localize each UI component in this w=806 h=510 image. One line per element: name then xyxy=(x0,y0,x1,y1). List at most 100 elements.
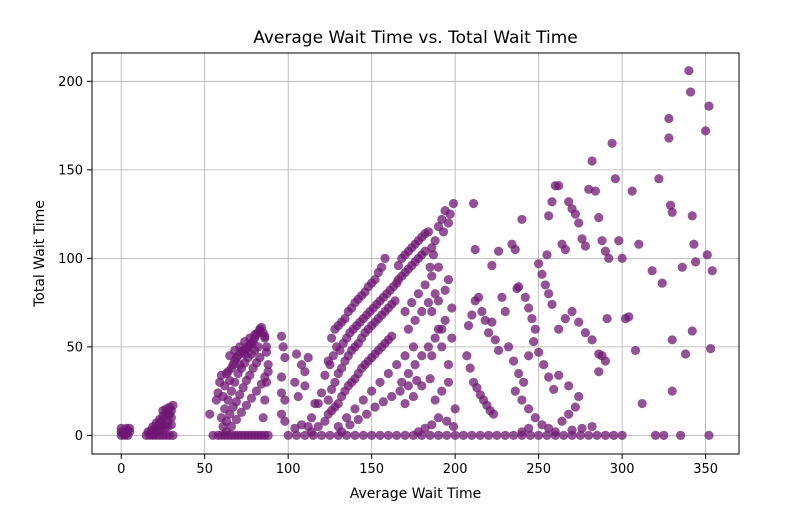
data-point xyxy=(447,303,457,313)
x-tick-label: 150 xyxy=(359,462,384,477)
data-point xyxy=(375,377,385,387)
data-point xyxy=(503,342,514,352)
data-point xyxy=(560,313,570,324)
data-point xyxy=(539,359,549,370)
data-point xyxy=(400,398,410,409)
data-point xyxy=(524,423,534,433)
data-point xyxy=(534,347,544,357)
data-point xyxy=(300,367,310,377)
data-point xyxy=(544,372,554,382)
x-tick-label: 300 xyxy=(610,462,635,477)
data-point xyxy=(610,174,621,184)
data-point xyxy=(701,126,711,136)
data-point xyxy=(438,227,449,237)
data-point xyxy=(549,384,559,394)
data-point xyxy=(423,298,434,308)
data-point xyxy=(400,430,410,441)
data-point xyxy=(554,324,564,334)
data-point xyxy=(283,430,293,441)
data-point xyxy=(313,421,323,432)
y-axis-label: Total Wait Time xyxy=(32,200,48,308)
data-point xyxy=(408,391,419,402)
data-point xyxy=(577,423,587,433)
data-point xyxy=(425,374,435,384)
data-point xyxy=(468,198,479,209)
data-point xyxy=(263,367,273,377)
data-point xyxy=(462,351,472,361)
data-point xyxy=(323,395,333,405)
data-point xyxy=(627,186,637,196)
data-point xyxy=(296,420,307,430)
data-point xyxy=(428,250,439,260)
x-axis-label: Average Wait Time xyxy=(350,486,482,502)
data-point xyxy=(333,398,343,409)
data-point xyxy=(600,246,611,256)
data-point xyxy=(342,430,352,441)
data-point xyxy=(255,352,265,363)
data-point xyxy=(280,416,290,426)
data-point xyxy=(342,413,352,423)
data-point xyxy=(433,430,444,441)
x-tick-label: 0 xyxy=(117,462,125,477)
data-point xyxy=(514,282,524,292)
data-point xyxy=(685,87,696,97)
data-point xyxy=(316,430,327,441)
data-point xyxy=(335,345,345,356)
data-point xyxy=(278,342,288,352)
data-point xyxy=(430,289,440,299)
data-point xyxy=(540,280,550,290)
data-point xyxy=(587,335,597,345)
data-point xyxy=(442,430,452,441)
data-point xyxy=(437,342,447,352)
data-point xyxy=(358,430,368,441)
data-point xyxy=(238,383,248,393)
data-point xyxy=(475,430,485,441)
data-point xyxy=(383,430,393,441)
data-point xyxy=(448,421,459,432)
data-point xyxy=(427,243,437,253)
data-point xyxy=(510,386,520,396)
data-point xyxy=(443,218,454,228)
data-point xyxy=(326,333,337,343)
data-point xyxy=(490,335,500,345)
data-point xyxy=(296,359,307,370)
data-point xyxy=(567,425,577,435)
y-tick-label: 200 xyxy=(58,75,83,90)
data-point xyxy=(614,236,624,246)
data-point xyxy=(403,324,414,334)
data-point xyxy=(280,395,290,405)
data-point xyxy=(291,430,302,441)
data-point xyxy=(667,335,677,345)
data-point xyxy=(417,351,427,361)
data-point xyxy=(554,181,564,191)
data-point xyxy=(340,313,350,324)
data-point xyxy=(326,384,337,394)
data-point xyxy=(604,253,614,263)
data-point xyxy=(530,413,540,423)
data-point xyxy=(650,430,661,441)
data-point xyxy=(370,275,380,285)
data-point xyxy=(570,402,580,412)
data-point xyxy=(659,430,669,441)
data-point xyxy=(353,414,363,425)
data-point xyxy=(392,430,402,441)
data-point xyxy=(577,234,587,244)
data-point xyxy=(657,278,667,288)
data-point xyxy=(367,386,377,396)
y-tick-label: 100 xyxy=(58,252,83,267)
data-point xyxy=(395,386,405,396)
data-point xyxy=(500,306,510,317)
data-point xyxy=(592,430,602,441)
data-point xyxy=(487,317,497,327)
data-point xyxy=(458,430,469,441)
data-point xyxy=(427,351,437,361)
data-point xyxy=(547,299,557,309)
data-point xyxy=(597,236,607,246)
data-point xyxy=(517,214,527,225)
data-point xyxy=(647,266,657,276)
data-point xyxy=(230,377,240,387)
data-point xyxy=(235,390,245,400)
data-point xyxy=(564,197,574,207)
data-point xyxy=(667,207,677,217)
